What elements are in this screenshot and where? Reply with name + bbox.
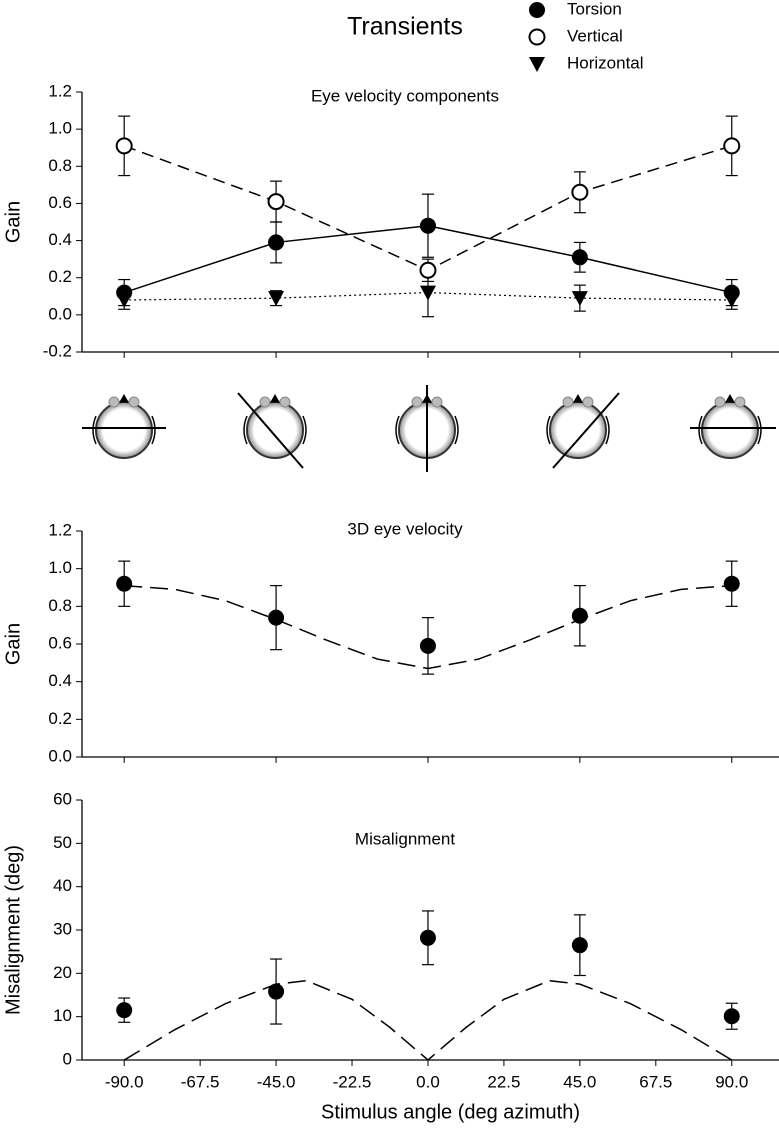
y-tick-label: 30	[53, 919, 72, 938]
x-tick-label: -45.0	[257, 1072, 296, 1091]
y-tick-label: -0.2	[43, 341, 72, 360]
marker	[723, 137, 741, 155]
legend-marker	[529, 57, 545, 72]
model-curve	[123, 979, 733, 1061]
x-tick-label: 67.5	[639, 1072, 672, 1091]
y-tick-label: 0.2	[48, 709, 72, 728]
marker	[419, 261, 437, 279]
marker	[116, 1002, 133, 1019]
marker	[419, 285, 436, 301]
y-axis-label: Gain	[2, 201, 24, 243]
marker	[268, 234, 285, 251]
y-tick-label: 40	[53, 876, 72, 895]
marker	[419, 217, 436, 234]
legend-label: Vertical	[567, 26, 623, 45]
marker	[116, 575, 133, 592]
y-tick-label: 0.4	[48, 671, 72, 690]
x-tick-label: 90.0	[715, 1072, 748, 1091]
y-tick-label: 1.2	[48, 520, 72, 539]
head-icon	[395, 385, 459, 472]
y-tick-label: 1.0	[48, 558, 72, 577]
y-tick-label: 0.8	[48, 156, 72, 175]
y-tick-label: 0.8	[48, 596, 72, 615]
marker	[723, 293, 740, 308]
y-tick-label: 0.6	[48, 633, 72, 652]
y-tick-label: 60	[53, 789, 72, 808]
head-icon	[82, 393, 166, 459]
legend-marker	[528, 28, 546, 46]
marker	[268, 609, 285, 626]
x-axis-label: Stimulus angle (deg azimuth)	[321, 1101, 580, 1123]
marker	[419, 929, 436, 946]
panel-label: 3D eye velocity	[347, 519, 463, 538]
panel-label: Eye velocity components	[311, 86, 499, 105]
marker	[571, 183, 589, 201]
x-tick-label: -67.5	[181, 1072, 220, 1091]
legend-label: Horizontal	[567, 53, 644, 72]
y-tick-label: 1.2	[48, 81, 72, 100]
marker	[571, 249, 588, 266]
marker	[116, 293, 133, 308]
y-tick-label: 10	[53, 1006, 72, 1025]
x-tick-label: 45.0	[563, 1072, 596, 1091]
y-tick-label: 20	[53, 963, 72, 982]
head-icons	[82, 385, 776, 472]
figure-title: Transients	[347, 13, 463, 41]
y-tick-label: 0.0	[48, 304, 72, 323]
marker	[419, 637, 436, 654]
marker	[723, 1008, 740, 1025]
marker	[571, 937, 588, 954]
marker	[115, 137, 133, 155]
y-tick-label: 1.0	[48, 119, 72, 138]
y-tick-label: 0.6	[48, 193, 72, 212]
marker	[571, 607, 588, 624]
panel-label: Misalignment	[355, 829, 455, 848]
marker	[268, 291, 285, 307]
x-tick-label: 0.0	[416, 1072, 440, 1091]
head-icon	[690, 393, 776, 459]
series-line	[124, 291, 732, 301]
head-icon	[237, 392, 307, 469]
y-axis-label: Gain	[2, 623, 24, 665]
marker	[723, 575, 740, 592]
y-tick-label: 0.0	[48, 746, 72, 765]
x-tick-label: -90.0	[105, 1072, 144, 1091]
head-icon	[546, 392, 620, 469]
marker	[571, 291, 588, 307]
y-tick-label: 50	[53, 833, 72, 852]
marker	[267, 193, 285, 211]
x-tick-label: -22.5	[333, 1072, 372, 1091]
legend-label: Torsion	[567, 0, 622, 18]
y-tick-label: 0	[63, 1049, 72, 1068]
y-axis-label: Misalignment (deg)	[2, 845, 24, 1015]
marker	[268, 983, 285, 1000]
y-tick-label: 0.4	[48, 230, 72, 249]
legend-marker	[529, 2, 545, 18]
y-tick-label: 0.2	[48, 267, 72, 286]
x-tick-label: 22.5	[487, 1072, 520, 1091]
